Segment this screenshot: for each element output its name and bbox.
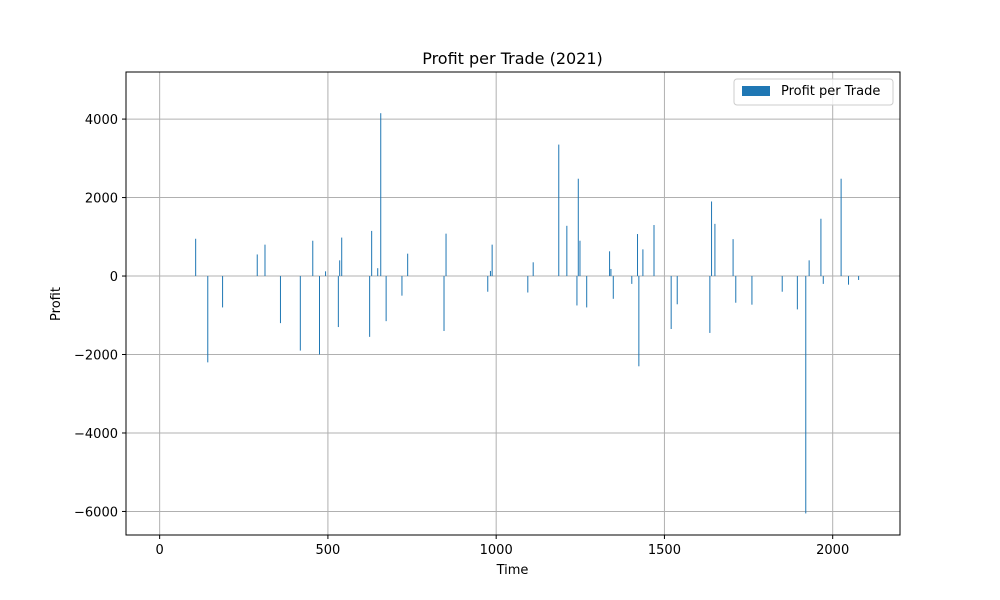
bar bbox=[195, 238, 197, 277]
bar bbox=[709, 276, 711, 333]
bar bbox=[299, 276, 301, 351]
bar bbox=[401, 276, 403, 296]
bar bbox=[337, 276, 339, 328]
bar bbox=[576, 276, 578, 306]
bar bbox=[840, 178, 842, 277]
bar bbox=[735, 276, 737, 303]
plot-area: 0 500 1000 1500 2000 −6000 −4000 −2000 0 2000 4000 bbox=[74, 71, 901, 558]
bar bbox=[264, 244, 266, 277]
x-tick-label: 1500 bbox=[648, 543, 681, 558]
legend-label: Profit per Trade bbox=[781, 84, 880, 99]
bar bbox=[341, 237, 343, 277]
x-tick-label: 0 bbox=[156, 543, 164, 558]
bar bbox=[848, 276, 850, 285]
bar bbox=[858, 276, 860, 280]
x-tick-label: 1000 bbox=[480, 543, 513, 558]
bar bbox=[670, 276, 672, 330]
bar bbox=[443, 276, 445, 331]
bar bbox=[325, 271, 327, 277]
bar bbox=[796, 276, 798, 310]
bar bbox=[566, 225, 568, 277]
bar bbox=[256, 254, 258, 277]
chart-title: Profit per Trade (2021) bbox=[422, 49, 603, 68]
bar bbox=[369, 276, 371, 337]
bar bbox=[407, 253, 409, 277]
bar bbox=[339, 260, 341, 277]
bar bbox=[609, 251, 611, 277]
y-tick-label: 4000 bbox=[85, 113, 118, 128]
bar bbox=[751, 276, 753, 305]
bar bbox=[820, 218, 822, 277]
plot-frame bbox=[125, 71, 901, 536]
bar bbox=[577, 178, 579, 277]
bar bbox=[637, 234, 639, 277]
bar bbox=[586, 276, 588, 308]
bar bbox=[612, 276, 614, 299]
bar bbox=[279, 276, 281, 324]
bar bbox=[312, 240, 314, 277]
bar bbox=[558, 144, 560, 277]
y-tick-label: 0 bbox=[110, 270, 118, 285]
bar bbox=[808, 260, 810, 277]
bar bbox=[822, 276, 824, 284]
bar bbox=[489, 270, 491, 277]
bar bbox=[638, 276, 640, 367]
bar bbox=[781, 276, 783, 292]
bar bbox=[380, 113, 382, 277]
bar bbox=[676, 276, 678, 305]
bar bbox=[653, 225, 655, 277]
bar bbox=[487, 276, 489, 292]
x-tick-label: 2000 bbox=[816, 543, 849, 558]
bar bbox=[385, 276, 387, 322]
y-axis-label: Profit bbox=[49, 287, 64, 321]
bar bbox=[610, 268, 612, 277]
legend-box bbox=[733, 78, 894, 106]
legend-swatch bbox=[742, 86, 770, 96]
y-tick-label: 2000 bbox=[85, 192, 118, 207]
bar bbox=[371, 230, 373, 277]
bar bbox=[377, 268, 379, 277]
bar bbox=[579, 240, 581, 277]
x-axis-label: Time bbox=[496, 563, 529, 578]
bar bbox=[711, 201, 713, 277]
bar bbox=[491, 244, 493, 277]
y-tick-label: −6000 bbox=[74, 505, 118, 520]
bar bbox=[805, 276, 807, 514]
bar bbox=[631, 276, 633, 284]
bar bbox=[207, 276, 209, 363]
bar bbox=[642, 249, 644, 277]
y-tick-label: −4000 bbox=[74, 427, 118, 442]
bar bbox=[732, 239, 734, 277]
bar bbox=[222, 276, 224, 308]
x-tick-label: 500 bbox=[315, 543, 340, 558]
legend: Profit per Trade bbox=[733, 78, 894, 106]
bar bbox=[532, 262, 534, 277]
bar bbox=[445, 233, 447, 277]
bar bbox=[714, 223, 716, 277]
bar bbox=[527, 276, 529, 293]
bar bbox=[319, 276, 320, 355]
y-tick-label: −2000 bbox=[74, 349, 118, 364]
